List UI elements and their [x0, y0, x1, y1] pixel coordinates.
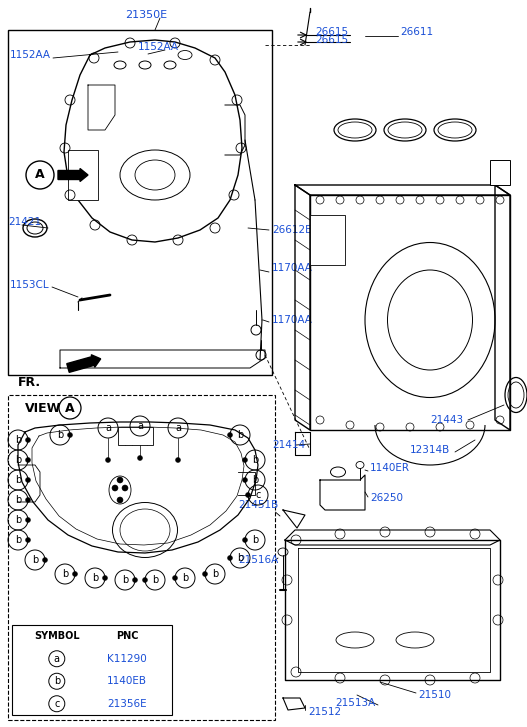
- Text: b: b: [15, 515, 21, 525]
- Circle shape: [172, 576, 178, 580]
- Text: SYMBOL: SYMBOL: [34, 631, 80, 641]
- Text: b: b: [252, 475, 258, 485]
- Text: b: b: [122, 575, 128, 585]
- Text: b: b: [152, 575, 158, 585]
- Text: b: b: [54, 676, 60, 686]
- Circle shape: [25, 537, 31, 542]
- Circle shape: [25, 478, 31, 483]
- Text: 21350E: 21350E: [125, 10, 167, 20]
- Text: a: a: [137, 421, 143, 431]
- Text: 1170AA: 1170AA: [272, 315, 313, 325]
- Text: 1170AA: 1170AA: [272, 263, 313, 273]
- Text: 26250: 26250: [370, 493, 403, 503]
- Circle shape: [122, 485, 128, 491]
- Text: a: a: [175, 423, 181, 433]
- Text: b: b: [15, 495, 21, 505]
- Text: b: b: [252, 455, 258, 465]
- Bar: [8, 395, 275, 720]
- Text: b: b: [32, 555, 38, 565]
- Text: 21451B: 21451B: [238, 500, 278, 510]
- Text: VIEW: VIEW: [25, 401, 61, 414]
- Circle shape: [112, 485, 118, 491]
- Bar: [118, 427, 153, 445]
- Text: A: A: [65, 401, 75, 414]
- Circle shape: [242, 537, 248, 542]
- Text: 21421: 21421: [8, 217, 41, 227]
- Text: 26615: 26615: [315, 27, 348, 37]
- Text: 1153CL: 1153CL: [10, 280, 50, 290]
- Text: b: b: [62, 569, 68, 579]
- Circle shape: [242, 478, 248, 483]
- Text: 26611: 26611: [400, 27, 433, 37]
- Text: 21443: 21443: [430, 415, 463, 425]
- Bar: [490, 160, 510, 185]
- Text: a: a: [105, 423, 111, 433]
- Text: A: A: [35, 169, 45, 182]
- Circle shape: [25, 438, 31, 443]
- Text: 26615: 26615: [315, 35, 348, 45]
- Circle shape: [138, 456, 142, 460]
- Circle shape: [117, 497, 123, 503]
- Circle shape: [67, 433, 73, 438]
- Circle shape: [25, 457, 31, 462]
- Text: b: b: [15, 535, 21, 545]
- Circle shape: [117, 477, 123, 483]
- Text: 21512: 21512: [308, 707, 341, 717]
- Text: b: b: [15, 435, 21, 445]
- Text: 21513A: 21513A: [335, 698, 375, 708]
- Circle shape: [132, 577, 138, 582]
- Circle shape: [25, 497, 31, 502]
- Circle shape: [228, 433, 232, 438]
- FancyArrow shape: [58, 169, 88, 182]
- FancyArrow shape: [67, 355, 101, 372]
- Circle shape: [43, 558, 47, 563]
- Circle shape: [102, 576, 108, 580]
- Text: b: b: [212, 569, 218, 579]
- Text: FR.: FR.: [18, 376, 41, 388]
- Text: b: b: [15, 475, 21, 485]
- Circle shape: [246, 492, 250, 497]
- Text: b: b: [237, 430, 243, 440]
- Text: a: a: [54, 654, 60, 664]
- Circle shape: [242, 457, 248, 462]
- Text: b: b: [182, 573, 188, 583]
- Text: 1140EB: 1140EB: [107, 676, 147, 686]
- Circle shape: [105, 457, 111, 462]
- Text: c: c: [255, 490, 261, 500]
- Text: 21356E: 21356E: [108, 699, 147, 709]
- Text: 1152AA: 1152AA: [10, 50, 51, 60]
- Circle shape: [175, 457, 181, 462]
- Text: K11290: K11290: [108, 654, 147, 664]
- Circle shape: [202, 571, 208, 577]
- Text: b: b: [237, 553, 243, 563]
- Text: PNC: PNC: [116, 631, 139, 641]
- Text: 21414: 21414: [272, 440, 305, 450]
- Circle shape: [25, 518, 31, 523]
- Text: 21516A: 21516A: [238, 555, 278, 565]
- Bar: [8, 30, 272, 375]
- Bar: [310, 215, 345, 265]
- Text: 21510: 21510: [418, 690, 451, 700]
- Circle shape: [73, 571, 77, 577]
- Bar: [12, 625, 172, 715]
- Text: b: b: [252, 535, 258, 545]
- Text: 12314B: 12314B: [410, 445, 450, 455]
- Text: b: b: [15, 455, 21, 465]
- Text: c: c: [54, 699, 60, 709]
- Text: 1140ER: 1140ER: [370, 463, 410, 473]
- Text: 26612B: 26612B: [272, 225, 313, 235]
- Text: b: b: [57, 430, 63, 440]
- Text: b: b: [92, 573, 98, 583]
- Bar: [68, 150, 98, 200]
- Circle shape: [228, 555, 232, 561]
- Circle shape: [142, 577, 148, 582]
- Text: 1152AA: 1152AA: [138, 42, 179, 52]
